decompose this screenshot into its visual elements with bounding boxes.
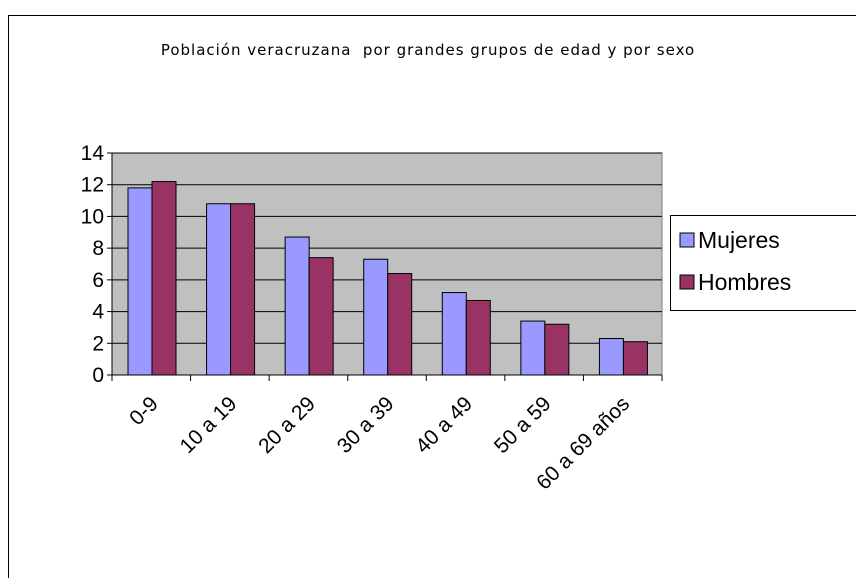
bar [151, 181, 177, 376]
y-tick-label: 2 [92, 332, 104, 355]
legend-label: Hombres [698, 269, 791, 295]
bar [441, 292, 467, 376]
bar [520, 320, 546, 376]
bar [127, 187, 153, 376]
y-tick-label: 10 [81, 205, 104, 228]
bar [230, 203, 256, 376]
legend-box [670, 215, 856, 311]
y-tick-label: 4 [92, 301, 104, 324]
legend-swatch [679, 274, 695, 290]
bar [465, 299, 491, 376]
bar [284, 236, 310, 376]
y-tick-label: 14 [81, 142, 105, 165]
legend-swatch [679, 232, 695, 248]
bar [544, 323, 570, 376]
bar [308, 257, 334, 376]
y-tick-label: 12 [81, 174, 104, 197]
y-tick-label: 8 [92, 237, 104, 260]
bar [622, 341, 648, 376]
bar [206, 203, 232, 376]
legend-label: Mujeres [698, 227, 780, 253]
y-tick-label: 0 [92, 364, 104, 387]
bar [363, 258, 389, 376]
chart-title: Población veracruzana por grandes grupos… [160, 41, 696, 59]
y-tick-label: 6 [92, 269, 104, 292]
bar [387, 273, 413, 376]
bar [598, 338, 624, 376]
